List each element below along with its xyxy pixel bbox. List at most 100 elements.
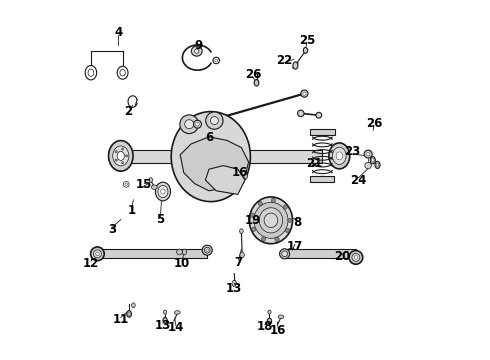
Ellipse shape (180, 115, 198, 134)
Ellipse shape (195, 49, 199, 53)
Circle shape (250, 213, 255, 217)
Bar (285, 249, 356, 258)
Ellipse shape (202, 245, 212, 255)
Text: 15: 15 (135, 178, 152, 191)
Text: 7: 7 (234, 256, 243, 269)
Text: 16: 16 (232, 166, 248, 179)
Circle shape (262, 237, 266, 241)
Ellipse shape (117, 66, 128, 79)
Ellipse shape (301, 90, 308, 97)
Ellipse shape (149, 178, 152, 183)
Text: 13: 13 (225, 282, 242, 295)
Ellipse shape (297, 110, 304, 117)
Ellipse shape (367, 152, 370, 156)
Ellipse shape (376, 163, 379, 167)
Circle shape (283, 205, 288, 209)
Ellipse shape (210, 117, 219, 125)
Circle shape (115, 159, 117, 161)
Text: 1: 1 (127, 204, 136, 217)
Text: 19: 19 (245, 214, 261, 227)
Ellipse shape (280, 249, 290, 259)
Ellipse shape (336, 152, 343, 160)
Ellipse shape (120, 69, 125, 76)
Text: 8: 8 (293, 216, 301, 229)
Ellipse shape (94, 250, 101, 258)
Bar (98, 249, 207, 258)
Ellipse shape (125, 183, 127, 186)
Ellipse shape (204, 247, 210, 253)
Text: 9: 9 (194, 39, 202, 51)
Ellipse shape (85, 66, 97, 80)
Ellipse shape (196, 122, 199, 126)
Ellipse shape (155, 182, 171, 201)
Ellipse shape (364, 150, 372, 158)
Ellipse shape (174, 311, 180, 314)
Ellipse shape (163, 318, 167, 323)
Bar (229, 164, 238, 178)
Ellipse shape (268, 318, 271, 324)
Text: 13: 13 (155, 319, 171, 332)
Circle shape (122, 162, 123, 164)
Circle shape (275, 237, 279, 242)
Text: 26: 26 (245, 68, 261, 81)
Bar (245, 150, 322, 163)
Ellipse shape (176, 249, 182, 255)
Ellipse shape (232, 280, 236, 286)
Text: 17: 17 (287, 240, 303, 253)
Text: 5: 5 (156, 213, 165, 226)
Ellipse shape (215, 59, 218, 62)
Ellipse shape (264, 213, 278, 228)
Ellipse shape (171, 112, 250, 202)
Ellipse shape (349, 251, 363, 264)
Ellipse shape (88, 69, 94, 76)
Circle shape (258, 201, 263, 206)
Bar (121, 150, 187, 163)
Ellipse shape (365, 162, 371, 169)
Bar (310, 129, 335, 135)
Text: 23: 23 (344, 145, 361, 158)
Text: 24: 24 (350, 174, 367, 186)
Ellipse shape (206, 249, 208, 252)
Ellipse shape (303, 92, 306, 95)
Ellipse shape (254, 202, 288, 238)
Ellipse shape (127, 311, 131, 317)
Ellipse shape (268, 310, 271, 314)
Circle shape (125, 155, 127, 157)
Ellipse shape (91, 247, 104, 261)
Ellipse shape (254, 80, 259, 86)
Ellipse shape (185, 120, 194, 129)
Text: 16: 16 (270, 324, 286, 337)
Bar (200, 164, 209, 178)
Text: 22: 22 (276, 54, 292, 67)
Polygon shape (205, 166, 245, 194)
Ellipse shape (249, 197, 293, 244)
Ellipse shape (206, 112, 223, 129)
Ellipse shape (278, 315, 284, 319)
Text: 3: 3 (108, 223, 116, 236)
Text: 14: 14 (168, 321, 184, 334)
Text: 12: 12 (83, 257, 99, 270)
Text: 21: 21 (306, 157, 322, 170)
Ellipse shape (151, 185, 157, 189)
Ellipse shape (158, 185, 168, 198)
Text: 25: 25 (299, 34, 315, 47)
Ellipse shape (109, 141, 133, 171)
Ellipse shape (333, 147, 346, 165)
Ellipse shape (259, 208, 283, 233)
Text: 18: 18 (257, 320, 273, 333)
Ellipse shape (132, 303, 135, 307)
Text: 2: 2 (124, 105, 132, 118)
Ellipse shape (161, 189, 165, 194)
Ellipse shape (213, 57, 220, 64)
Ellipse shape (375, 161, 380, 168)
Ellipse shape (240, 252, 245, 258)
Text: 10: 10 (174, 257, 190, 270)
Ellipse shape (316, 112, 321, 118)
Text: 6: 6 (205, 131, 213, 144)
Ellipse shape (252, 215, 256, 219)
Text: 26: 26 (366, 117, 382, 130)
Circle shape (285, 228, 290, 233)
Ellipse shape (194, 120, 201, 128)
Ellipse shape (282, 251, 288, 257)
Ellipse shape (354, 256, 358, 259)
